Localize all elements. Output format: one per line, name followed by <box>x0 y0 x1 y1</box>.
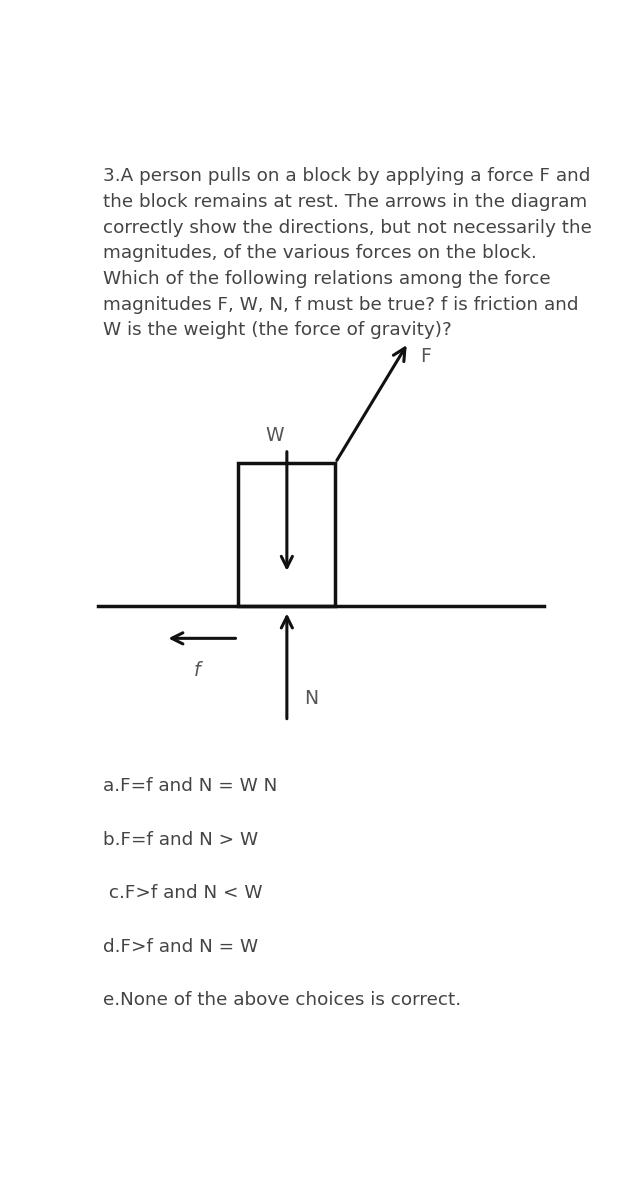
Text: f: f <box>194 661 200 680</box>
Text: 3.A person pulls on a block by applying a force F and
the block remains at rest.: 3.A person pulls on a block by applying … <box>103 167 592 340</box>
Text: F: F <box>420 347 431 366</box>
Text: a.F=f and N = W N: a.F=f and N = W N <box>103 776 277 794</box>
Text: c.F>f and N < W: c.F>f and N < W <box>103 884 262 902</box>
Text: W: W <box>265 426 284 445</box>
Text: e.None of the above choices is correct.: e.None of the above choices is correct. <box>103 991 461 1009</box>
Text: d.F>f and N = W: d.F>f and N = W <box>103 937 258 955</box>
Text: N: N <box>304 689 318 708</box>
Bar <box>239 463 336 606</box>
Text: b.F=f and N > W: b.F=f and N > W <box>103 830 258 848</box>
